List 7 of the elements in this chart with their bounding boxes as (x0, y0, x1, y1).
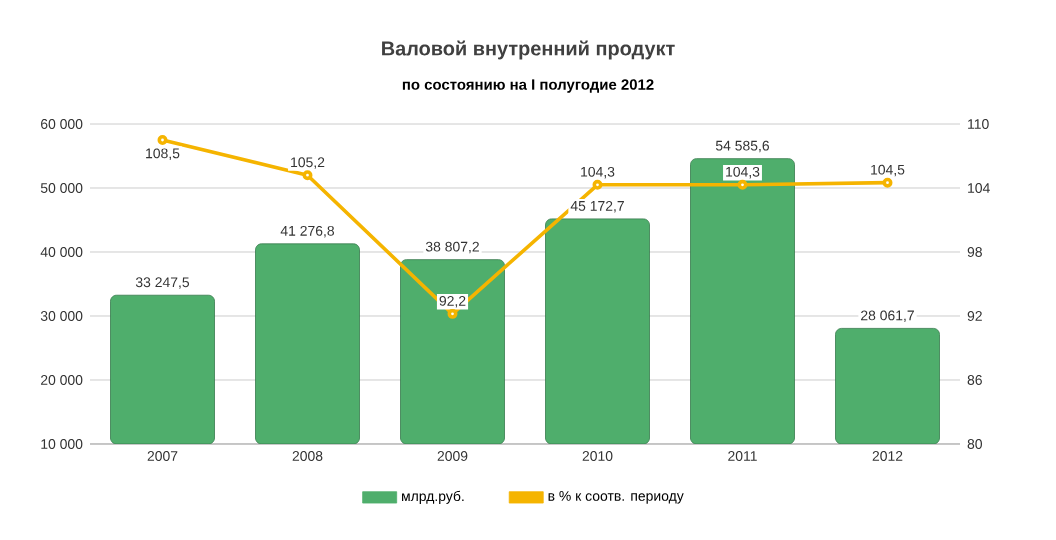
point (737, 179, 748, 190)
point (302, 170, 313, 181)
point (447, 308, 458, 319)
point (592, 179, 603, 190)
chart-title: Валовой внутренний продукт (382, 40, 675, 60)
point (882, 177, 893, 188)
point (157, 135, 168, 145)
